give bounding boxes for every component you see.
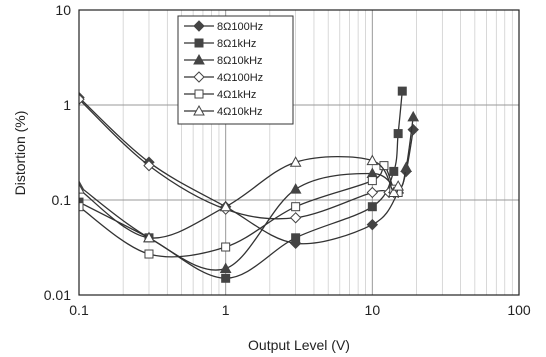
square-marker [79,202,84,212]
legend-entry: 8Ω100Hz [184,20,263,33]
triangle-marker [407,110,420,122]
square-marker [291,202,301,212]
diamond-marker [289,212,302,224]
triangle-marker [366,154,379,166]
square-marker [367,202,377,212]
plot-background [79,10,519,295]
triangle-marker [193,104,205,116]
legend-label: 8Ω1kHz [217,38,256,50]
plot-border [78,9,520,296]
square-marker [144,249,154,259]
square-marker [393,129,403,139]
y-tick-label: 10 [55,2,71,18]
triangle-marker [392,180,405,191]
triangle-marker [219,200,232,212]
legend-label: 4Ω100Hz [217,72,263,84]
square-marker [221,242,231,252]
diamond-marker [79,93,85,105]
square-marker [221,273,231,283]
x-tick-label: 10 [365,302,381,318]
x-tick-label: 100 [507,302,531,318]
triangle-marker [219,262,232,274]
square-marker [397,86,407,96]
diamond-marker [366,186,379,199]
y-tick-label: 1 [63,97,71,113]
legend-entry: 8Ω10kHz [184,53,263,67]
x-axis-label: Output Level (V) [248,337,350,353]
square-marker [389,166,399,176]
square-marker [79,197,84,207]
square-marker [194,38,204,48]
legend: 8Ω100Hz 8Ω1kHz 8Ω10kHz 4Ω100Hz 4Ω1kHz 4Ω10kHz [177,15,294,125]
square-marker [367,176,377,186]
x-tick-label: 1 [222,302,230,318]
legend-label: 8Ω10kHz [217,55,263,67]
diamond-marker [193,20,205,32]
legend-entry: 4Ω10kHz [184,104,263,118]
legend-label: 4Ω10kHz [217,106,263,118]
square-marker [291,233,301,243]
diamond-marker [143,159,155,172]
triangle-marker [143,231,155,243]
legend-label: 4Ω1kHz [217,89,256,101]
legend-entry: 4Ω100Hz [184,71,263,84]
legend-label: 8Ω100Hz [217,21,263,33]
square-marker [194,89,204,99]
y-tick-label: 0.1 [52,192,72,208]
y-axis-label: Distortion (%) [12,111,28,196]
diamond-marker [366,218,379,231]
triangle-marker [79,183,85,194]
series-layer [79,86,420,283]
triangle-marker [193,53,205,65]
series-6 [79,154,405,243]
y-tick-label: 0.01 [44,287,71,303]
legend-entry: 8Ω1kHz [184,38,256,50]
diamond-marker [193,71,205,83]
legend-box [177,15,294,125]
triangle-marker [289,183,302,194]
triangle-marker [387,186,400,197]
legend-entry: 4Ω1kHz [184,89,256,101]
triangle-marker [289,156,302,167]
x-tick-label: 0.1 [69,302,89,318]
triangle-marker [400,161,412,172]
